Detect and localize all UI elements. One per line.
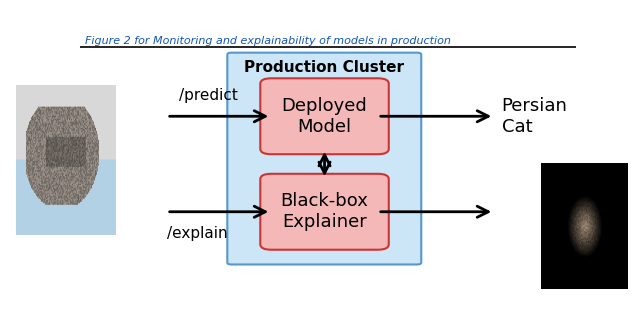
Text: /explain: /explain (167, 226, 227, 241)
Text: Deployed
Model: Deployed Model (282, 97, 367, 136)
Text: Figure 2 for Monitoring and explainability of models in production: Figure 2 for Monitoring and explainabili… (85, 36, 451, 46)
FancyBboxPatch shape (227, 53, 421, 264)
Text: Production Cluster: Production Cluster (244, 60, 404, 75)
Text: Black-box
Explainer: Black-box Explainer (280, 192, 369, 231)
Text: Persian
Cat: Persian Cat (502, 97, 568, 136)
FancyBboxPatch shape (260, 174, 388, 250)
Text: /predict: /predict (179, 88, 238, 103)
FancyBboxPatch shape (260, 78, 388, 154)
